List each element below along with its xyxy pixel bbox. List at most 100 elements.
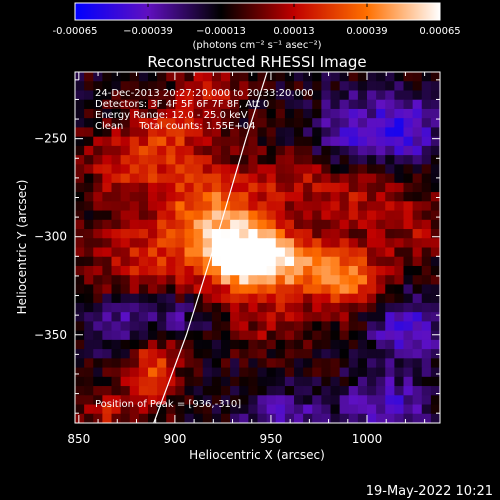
heatmap-cell: [330, 376, 341, 387]
heatmap-cell: [376, 219, 386, 230]
heatmap-cell: [257, 72, 268, 82]
heatmap-cell: [221, 127, 231, 138]
heatmap-cell: [339, 247, 350, 258]
heatmap-cell: [257, 275, 268, 286]
heatmap-cell: [239, 164, 249, 175]
heatmap-cell: [385, 219, 395, 230]
heatmap-cell: [84, 330, 94, 341]
heatmap-cell: [202, 210, 213, 221]
heatmap-cell: [93, 367, 103, 378]
heatmap-cell: [93, 302, 103, 313]
heatmap-cell: [120, 219, 131, 230]
heatmap-cell: [367, 404, 377, 415]
heatmap-cell: [430, 182, 440, 193]
heatmap-cell: [221, 358, 231, 369]
heatmap-cell: [202, 182, 213, 193]
heatmap-cell: [129, 339, 140, 350]
heatmap-cell: [102, 182, 113, 193]
heatmap-cell: [211, 173, 222, 184]
heatmap-cell: [376, 275, 386, 286]
heatmap-cell: [93, 127, 103, 138]
heatmap-cell: [348, 90, 359, 101]
heatmap-cell: [303, 99, 313, 110]
heatmap-cell: [303, 81, 313, 92]
heatmap-cell: [321, 376, 332, 387]
heatmap-cell: [211, 302, 222, 313]
heatmap-cell: [120, 247, 131, 258]
heatmap-cell: [138, 201, 149, 212]
heatmap-cell: [284, 229, 295, 239]
heatmap-cell: [248, 321, 259, 332]
heatmap-cell: [266, 321, 277, 332]
heatmap-cell: [357, 376, 368, 387]
heatmap-cell: [120, 330, 131, 341]
heatmap-cell: [312, 386, 322, 396]
heatmap-cell: [294, 321, 304, 332]
heatmap-cell: [330, 312, 341, 322]
heatmap-cell: [102, 108, 113, 119]
heatmap-cell: [111, 145, 122, 156]
heatmap-cell: [111, 395, 122, 406]
heatmap-cell: [275, 219, 286, 230]
heatmap-cell: [166, 108, 176, 119]
heatmap-cell: [412, 72, 423, 82]
heatmap-cell: [248, 90, 259, 101]
heatmap-cell: [129, 256, 140, 267]
heatmap-cell: [294, 238, 304, 249]
heatmap-cell: [102, 302, 113, 313]
heatmap-cell: [367, 145, 377, 156]
heatmap-cell: [412, 330, 423, 341]
heatmap-cell: [239, 358, 249, 369]
heatmap-cell: [257, 256, 268, 267]
heatmap-cell: [275, 192, 286, 202]
heatmap-cell: [403, 321, 414, 332]
heatmap-cell: [93, 72, 103, 82]
heatmap-cell: [421, 118, 432, 129]
heatmap-cell: [193, 173, 204, 184]
heatmap-cell: [211, 201, 222, 212]
heatmap-cell: [193, 404, 204, 415]
heatmap-cell: [275, 229, 286, 239]
heatmap-cell: [175, 164, 186, 175]
heatmap-cell: [248, 395, 259, 406]
heatmap-cell: [148, 72, 158, 82]
heatmap-cell: [148, 201, 158, 212]
heatmap-cell: [266, 339, 277, 350]
heatmap-cell: [138, 127, 149, 138]
heatmap-cell: [148, 330, 158, 341]
heatmap-cell: [202, 293, 213, 304]
heatmap-cell: [357, 229, 368, 239]
heatmap-cell: [412, 275, 423, 286]
heatmap-cell: [430, 413, 440, 423]
heatmap-cell: [175, 229, 186, 239]
heatmap-cell: [211, 108, 222, 119]
heatmap-cell: [385, 275, 395, 286]
heatmap-cell: [348, 386, 359, 396]
heatmap-cell: [394, 321, 405, 332]
heatmap-cell: [421, 339, 432, 350]
heatmap-cell: [284, 201, 295, 212]
heatmap-image: [75, 72, 440, 423]
heatmap-cell: [294, 118, 304, 129]
heatmap-cell: [84, 118, 94, 129]
heatmap-cell: [129, 99, 140, 110]
heatmap-cell: [303, 238, 313, 249]
heatmap-cell: [193, 99, 204, 110]
heatmap-cell: [412, 367, 423, 378]
heatmap-cell: [75, 164, 85, 175]
heatmap-cell: [421, 386, 432, 396]
heatmap-cell: [376, 358, 386, 369]
heatmap-cell: [257, 136, 268, 147]
heatmap-cell: [394, 90, 405, 101]
heatmap-cell: [367, 210, 377, 221]
heatmap-cell: [430, 238, 440, 249]
heatmap-cell: [111, 321, 122, 332]
heatmap-cell: [339, 265, 350, 276]
heatmap-cell: [294, 395, 304, 406]
heatmap-cell: [111, 155, 122, 165]
heatmap-cell: [75, 136, 85, 147]
heatmap-cell: [385, 404, 395, 415]
heatmap-cell: [275, 284, 286, 295]
heatmap-cell: [84, 173, 94, 184]
heatmap-cell: [348, 395, 359, 406]
